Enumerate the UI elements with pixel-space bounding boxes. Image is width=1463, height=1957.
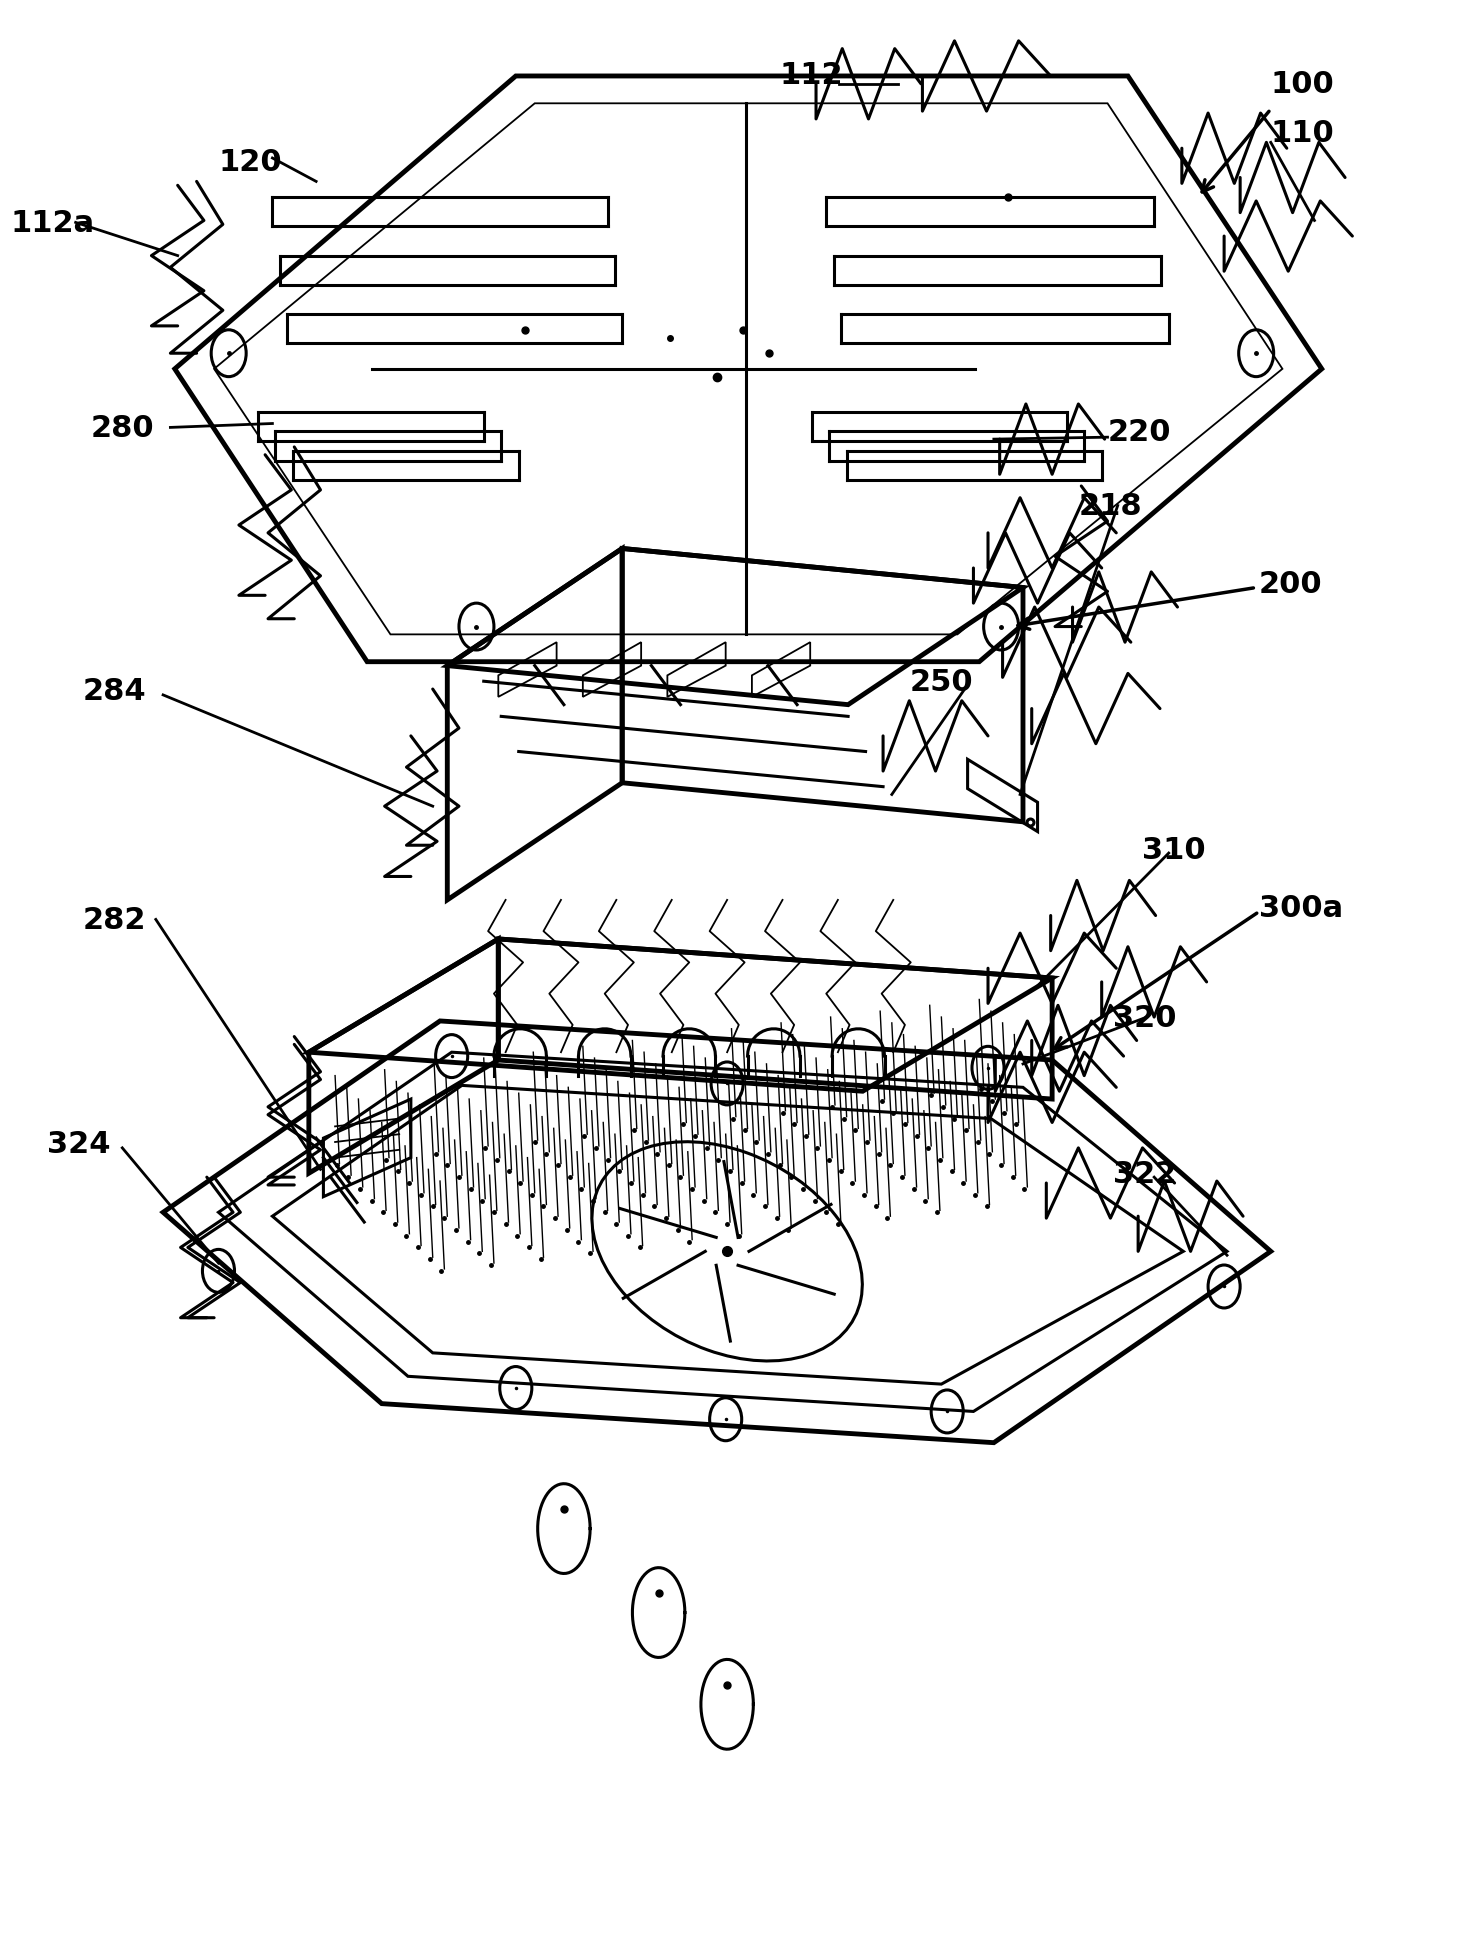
Text: 112a: 112a	[10, 209, 94, 239]
Text: 284: 284	[83, 677, 146, 706]
Text: 112: 112	[780, 61, 843, 90]
Text: 282: 282	[83, 906, 146, 933]
Text: 220: 220	[1107, 417, 1170, 446]
Text: 322: 322	[1113, 1159, 1176, 1188]
Text: 280: 280	[91, 413, 154, 442]
Text: 218: 218	[1078, 491, 1143, 521]
Text: 310: 310	[1143, 836, 1206, 865]
Text: 324: 324	[47, 1129, 110, 1159]
Text: 100: 100	[1271, 70, 1334, 100]
Text: 250: 250	[910, 667, 973, 697]
Text: 110: 110	[1271, 119, 1334, 149]
Text: 300a: 300a	[1260, 894, 1343, 924]
Text: 200: 200	[1260, 569, 1323, 599]
Text: 120: 120	[218, 149, 282, 178]
Text: 320: 320	[1113, 1004, 1176, 1031]
